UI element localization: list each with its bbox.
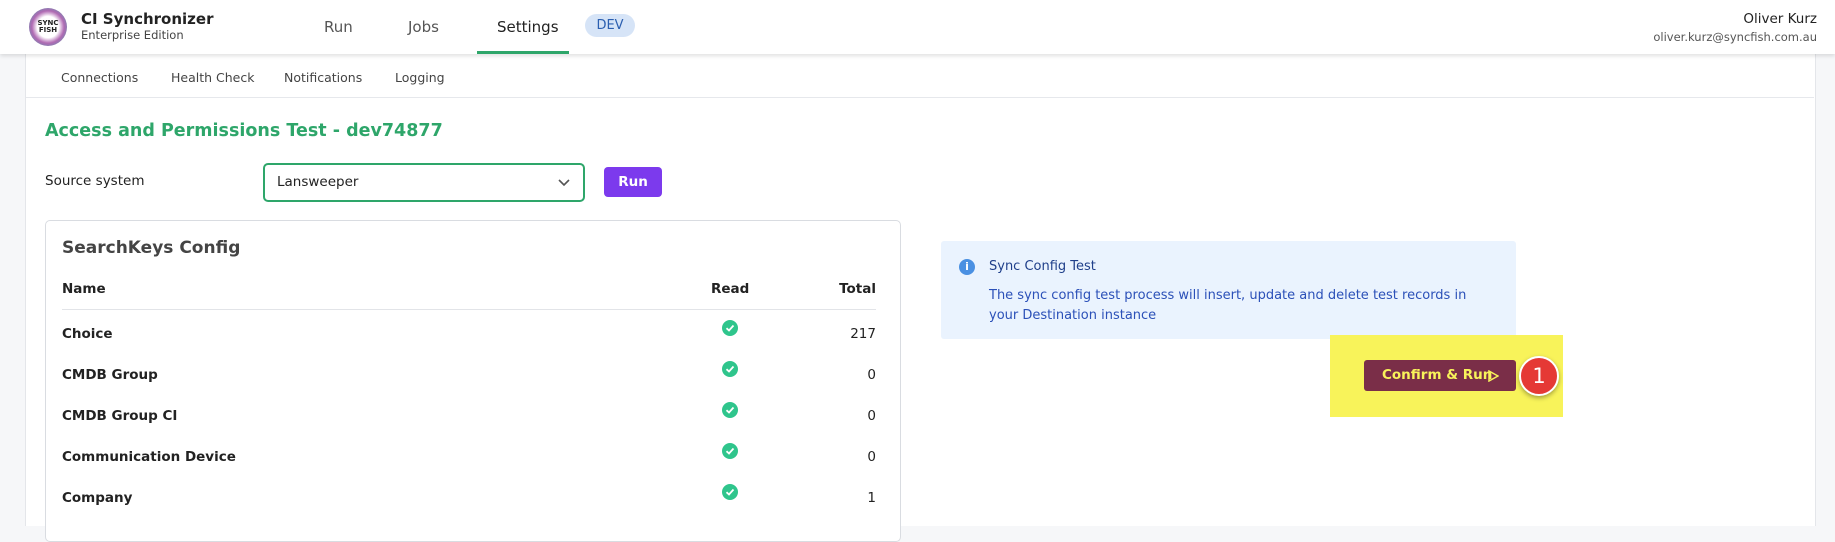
info-text: The sync config test process will insert… [989, 288, 1467, 323]
header-rule [62, 309, 876, 310]
select-value: Lansweeper [277, 174, 359, 190]
play-icon [1488, 370, 1499, 382]
logo: SYNC FISH [29, 8, 67, 46]
top-bar: SYNC FISH CI Synchronizer Enterprise Edi… [0, 0, 1835, 54]
row-name: CMDB Group [62, 367, 158, 383]
read-check [722, 320, 738, 336]
sub-tab[interactable]: Connections [61, 70, 139, 85]
button-label: Confirm & Run [1382, 367, 1493, 383]
row-total: 0 [867, 408, 876, 424]
read-check [722, 443, 738, 459]
info-icon: i [959, 259, 975, 275]
app-title: CI Synchronizer [81, 10, 214, 28]
chevron [558, 179, 570, 187]
column-header: Total [839, 281, 876, 297]
row-total: 217 [850, 326, 876, 342]
sub-tab[interactable]: Health Check [171, 70, 255, 85]
app-subtitle: Enterprise Edition [81, 28, 184, 42]
nav-underline [477, 51, 569, 54]
select[interactable]: Lansweeper [263, 163, 585, 202]
column-header: Read [711, 281, 750, 297]
row-total: 0 [867, 449, 876, 465]
row-name: CMDB Group CI [62, 408, 178, 424]
sub-tab[interactable]: Logging [395, 70, 445, 85]
read-check [722, 484, 738, 500]
env-badge: DEV [585, 14, 635, 37]
run-button[interactable]: Run [604, 167, 662, 197]
column-header: Name [62, 281, 106, 297]
table-card [45, 220, 901, 542]
nav-item[interactable]: Settings [497, 18, 559, 36]
table-title: SearchKeys Config [62, 238, 241, 258]
row-name: Company [62, 490, 133, 506]
row-name: Communication Device [62, 449, 236, 465]
read-check [722, 361, 738, 377]
logo-text: SYNC FISH [37, 19, 59, 34]
info-title: Sync Config Test [989, 259, 1096, 274]
page-heading: Access and Permissions Test - dev74877 [45, 121, 443, 141]
divider [26, 97, 1814, 98]
confirm-run-button[interactable]: Confirm & Run [1364, 360, 1516, 391]
step-badge: 1 [1519, 356, 1559, 396]
read-check [722, 402, 738, 418]
user-email: oliver.kurz@syncfish.com.au [1653, 30, 1817, 44]
info-box: i Sync Config Test The sync config test … [941, 241, 1516, 339]
row-total: 1 [867, 490, 876, 506]
user-name[interactable]: Oliver Kurz [1743, 11, 1817, 27]
sub-tab[interactable]: Notifications [284, 70, 363, 85]
row-total: 0 [867, 367, 876, 383]
nav-item[interactable]: Jobs [408, 18, 439, 36]
field-label: Source system [45, 173, 145, 189]
row-name: Choice [62, 326, 113, 342]
nav-item[interactable]: Run [324, 18, 353, 36]
